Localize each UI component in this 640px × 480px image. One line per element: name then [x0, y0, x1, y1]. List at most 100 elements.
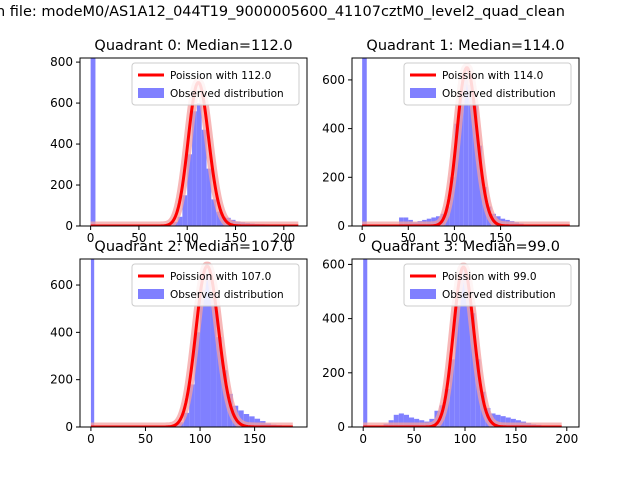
x-tick-label: 150 — [243, 432, 266, 446]
axes-frame — [351, 57, 580, 227]
histogram-bar — [363, 259, 368, 427]
y-tick-label: 600 — [50, 278, 73, 292]
legend: Poission with 107.0 Observed distribution — [131, 263, 300, 307]
y-tick-label: 200 — [50, 373, 73, 387]
histogram-bar — [210, 294, 217, 427]
y-tick-label: 0 — [65, 420, 73, 434]
histogram-bar — [216, 337, 222, 427]
histogram-bar — [463, 79, 469, 226]
x-tick-label: 100 — [454, 432, 477, 446]
legend-box — [403, 62, 572, 106]
y-tick-label: 0 — [65, 219, 73, 233]
legend-label: Observed distribution — [442, 289, 556, 301]
legend-box — [131, 263, 300, 307]
histogram-bar — [495, 414, 501, 427]
y-tick-label: 400 — [322, 122, 345, 136]
y-tick-label: 400 — [50, 137, 73, 151]
histogram-bar — [182, 195, 188, 226]
histogram-bar — [177, 216, 183, 226]
legend-label: Poission with 99.0 — [442, 271, 537, 283]
histogram-bar — [409, 417, 415, 427]
legend-label: Observed distribution — [170, 88, 284, 100]
histogram-bar — [192, 111, 197, 226]
x-tick-label: 0 — [87, 231, 95, 245]
y-tick-label: 200 — [322, 366, 345, 380]
legend-patch-swatch — [410, 88, 436, 98]
x-tick-label: 0 — [359, 432, 367, 446]
legend-patch-swatch — [138, 289, 164, 299]
quadrant-title: Quadrant 2: Median=107.0 — [94, 239, 292, 255]
x-tick-label: 50 — [406, 432, 421, 446]
x-tick-label: 100 — [176, 231, 199, 245]
histogram-bar — [393, 414, 399, 427]
histogram-bar — [454, 305, 460, 427]
histogram-bar — [216, 211, 222, 226]
histogram-bar — [90, 259, 95, 427]
x-tick-label: 50 — [131, 231, 146, 245]
histogram-bar — [249, 416, 255, 427]
y-tick-label: 600 — [322, 257, 345, 271]
quadrant-3-axes: 0 50 100 150 200 0 200 400 600 Quadrant 3: Median… — [322, 239, 580, 446]
x-tick-label: 200 — [272, 231, 295, 245]
y-tick-label: 200 — [50, 178, 73, 192]
histogram-bar — [449, 359, 455, 427]
legend-label: Observed distribution — [442, 88, 556, 100]
histogram-bar — [196, 103, 202, 226]
histogram-bar — [459, 89, 464, 226]
histogram-bar — [187, 154, 193, 226]
x-tick-label: 50 — [401, 231, 416, 245]
histogram-bar — [205, 275, 211, 427]
axes-frame — [79, 57, 308, 227]
x-tick-label: 100 — [189, 432, 212, 446]
histogram-bar — [468, 84, 473, 226]
y-tick-label: 600 — [50, 96, 73, 110]
legend-label: Poission with 112.0 — [170, 70, 271, 82]
x-tick-label: 50 — [138, 432, 153, 446]
legend-patch-swatch — [138, 88, 164, 98]
histogram-bar — [243, 413, 250, 427]
x-tick-label: 100 — [443, 231, 466, 245]
histogram-bar — [189, 384, 195, 427]
histogram-bar — [464, 275, 471, 427]
histogram-bar — [201, 129, 207, 226]
legend-box — [403, 263, 572, 307]
x-tick-label: 150 — [224, 231, 247, 245]
histogram-bar — [505, 417, 511, 427]
histogram-bar — [183, 412, 190, 427]
histogram-bar — [459, 267, 465, 427]
axes-frame — [79, 258, 308, 428]
x-tick-label: 0 — [87, 432, 95, 446]
histogram-bar — [206, 168, 212, 226]
histogram-bar — [90, 58, 96, 226]
legend-label: Poission with 107.0 — [170, 271, 271, 283]
histogram-bar — [194, 332, 201, 427]
quadrant-0-axes: 0 50 100 150 200 0 200 400 600 800 Quadrant 0: Med… — [50, 38, 308, 245]
y-tick-label: 0 — [337, 219, 345, 233]
quadrant-2-axes: 0 50 100 150 0 200 400 600 Quadrant 2: Median=10… — [50, 239, 308, 446]
histogram-bar — [200, 289, 206, 427]
legend: Poission with 114.0 Observed distribution — [403, 62, 572, 106]
histogram-bar — [362, 58, 367, 226]
legend: Poission with 112.0 Observed distribution — [131, 62, 300, 106]
quadrant-title: Quadrant 0: Median=112.0 — [94, 38, 292, 54]
quadrant-title: Quadrant 3: Median=99.0 — [371, 239, 560, 255]
y-tick-label: 200 — [322, 170, 345, 184]
legend-label: Poission with 114.0 — [442, 70, 543, 82]
histogram-bar — [470, 313, 476, 427]
legend-box — [131, 62, 300, 106]
histogram-bar — [500, 416, 506, 427]
quadrant-title: Quadrant 1: Median=114.0 — [366, 38, 564, 54]
histogram-bar — [403, 414, 410, 427]
y-tick-label: 400 — [322, 312, 345, 326]
y-tick-label: 0 — [337, 420, 345, 434]
x-tick-label: 150 — [504, 432, 527, 446]
legend-patch-swatch — [410, 289, 436, 299]
x-tick-label: 0 — [358, 231, 366, 245]
histogram-bar — [398, 413, 404, 427]
y-tick-label: 600 — [322, 73, 345, 87]
histogram-bar — [472, 104, 478, 226]
x-tick-label: 200 — [555, 432, 578, 446]
y-tick-label: 400 — [50, 325, 73, 339]
